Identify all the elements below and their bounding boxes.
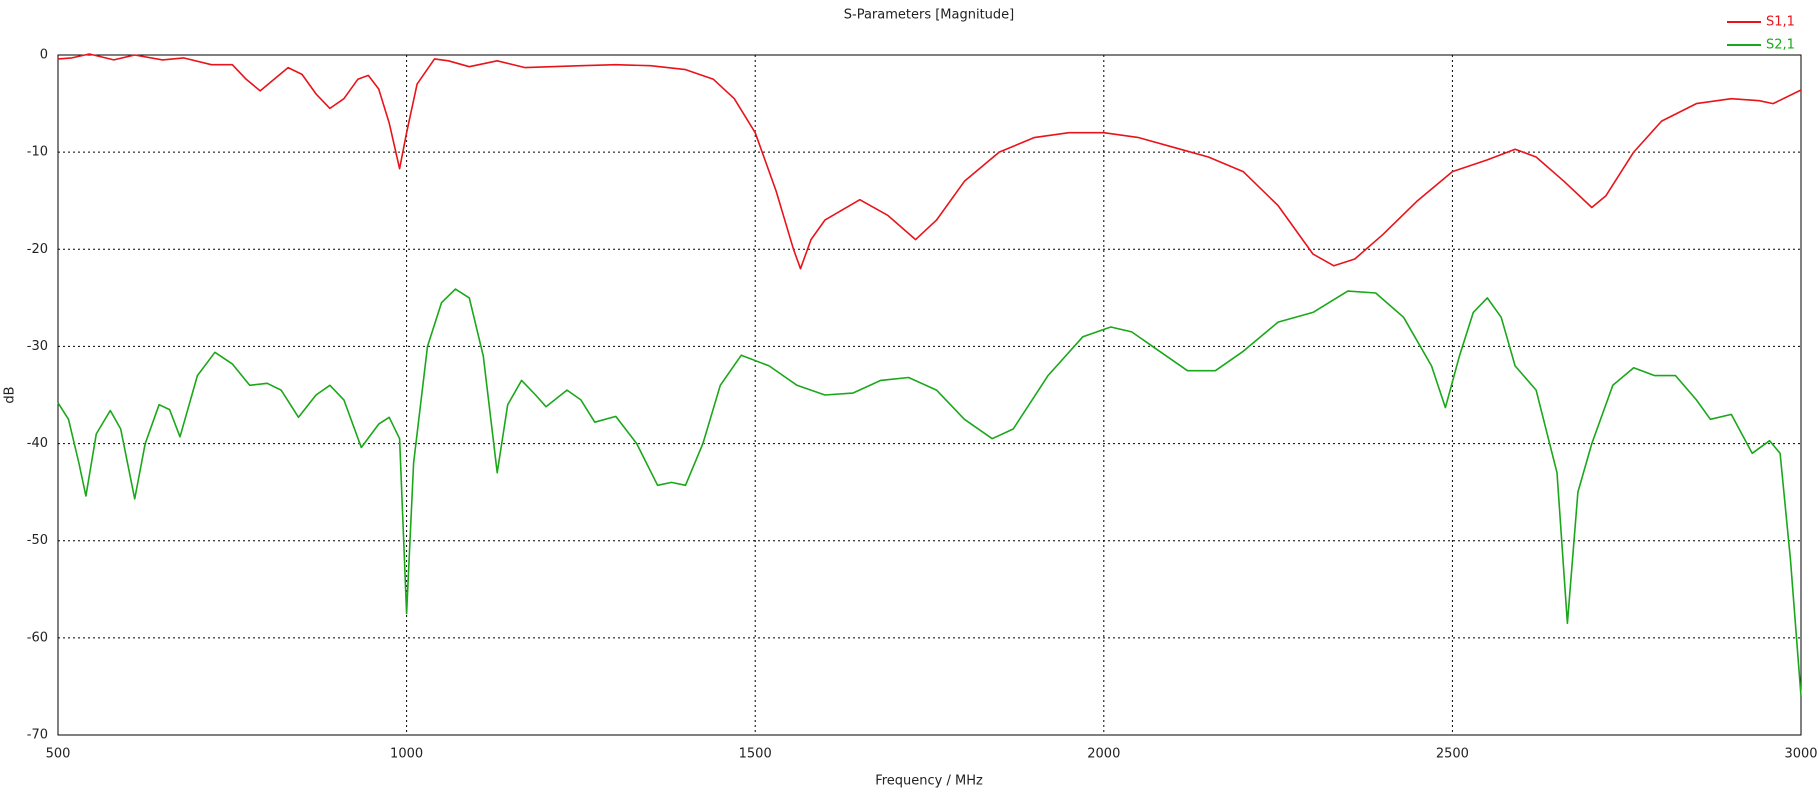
x-tick-label: 500 [46, 747, 71, 762]
x-axis-label: Frequency / MHz [875, 774, 983, 789]
x-tick-label: 2500 [1436, 747, 1469, 762]
series-line [57, 53, 1802, 270]
series-line [57, 288, 1802, 697]
plot-frame [57, 54, 1802, 736]
y-tick-label: -40 [27, 436, 48, 451]
y-tick-label: -30 [27, 339, 48, 354]
x-tick-label: 3000 [1784, 747, 1817, 762]
y-axis-label: dB [3, 386, 18, 403]
x-tick-label: 1500 [739, 747, 772, 762]
legend-label: S2,1 [1766, 38, 1795, 53]
x-tick-label: 2000 [1087, 747, 1120, 762]
y-tick-label: -50 [27, 533, 48, 548]
chart-title: S-Parameters [Magnitude] [844, 8, 1015, 23]
y-tick-label: -10 [27, 145, 48, 160]
x-tick-label: 1000 [390, 747, 423, 762]
y-tick-label: -60 [27, 630, 48, 645]
legend-label: S1,1 [1766, 15, 1795, 30]
y-tick-label: -20 [27, 242, 48, 257]
y-tick-label: -70 [27, 728, 48, 743]
y-tick-label: 0 [40, 48, 48, 63]
